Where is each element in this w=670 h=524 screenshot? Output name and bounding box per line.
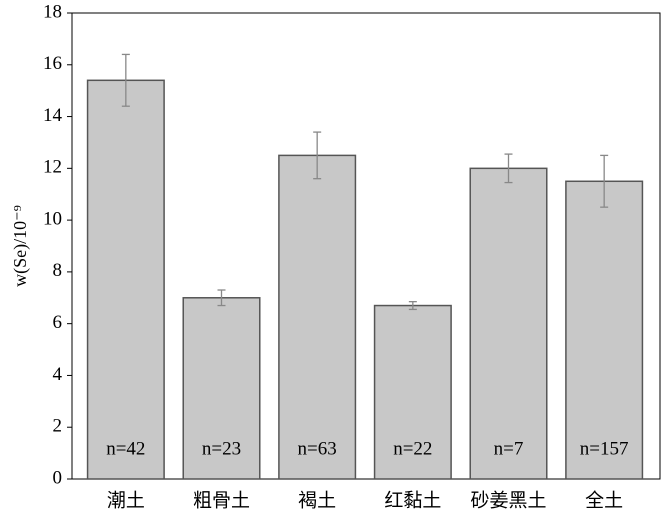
y-tick-label: 8 <box>53 260 63 281</box>
y-tick-label: 2 <box>53 416 63 437</box>
annotation: n=157 <box>580 438 629 459</box>
bar <box>182 297 261 480</box>
y-tick-label: 10 <box>43 208 62 229</box>
annotation: n=42 <box>106 438 145 459</box>
x-tick-label: 褐土 <box>298 489 336 511</box>
x-tick-label: 粗骨土 <box>193 489 250 511</box>
bar <box>86 79 165 480</box>
annotation: n=7 <box>494 438 524 459</box>
annotation: n=23 <box>202 438 241 459</box>
bar <box>373 304 452 480</box>
y-tick-label: 0 <box>53 467 63 488</box>
bar <box>278 154 357 480</box>
y-tick-label: 12 <box>43 157 62 178</box>
y-tick-label: 4 <box>53 364 63 385</box>
y-tick-label: 14 <box>43 105 63 126</box>
x-tick-label: 全土 <box>585 489 623 511</box>
y-tick-label: 16 <box>43 53 62 74</box>
x-tick-label: 潮土 <box>107 489 145 511</box>
bar <box>565 180 644 480</box>
y-tick-label: 18 <box>43 1 62 22</box>
y-axis-label: w(Se)/10⁻⁹ <box>10 205 31 287</box>
plot-frame <box>71 12 661 480</box>
x-tick-label: 砂姜黑土 <box>470 489 546 511</box>
x-tick-label: 红黏土 <box>384 489 441 511</box>
y-tick-label: 6 <box>53 312 63 333</box>
annotation: n=63 <box>298 438 337 459</box>
bar <box>469 167 548 480</box>
annotation: n=22 <box>393 438 432 459</box>
